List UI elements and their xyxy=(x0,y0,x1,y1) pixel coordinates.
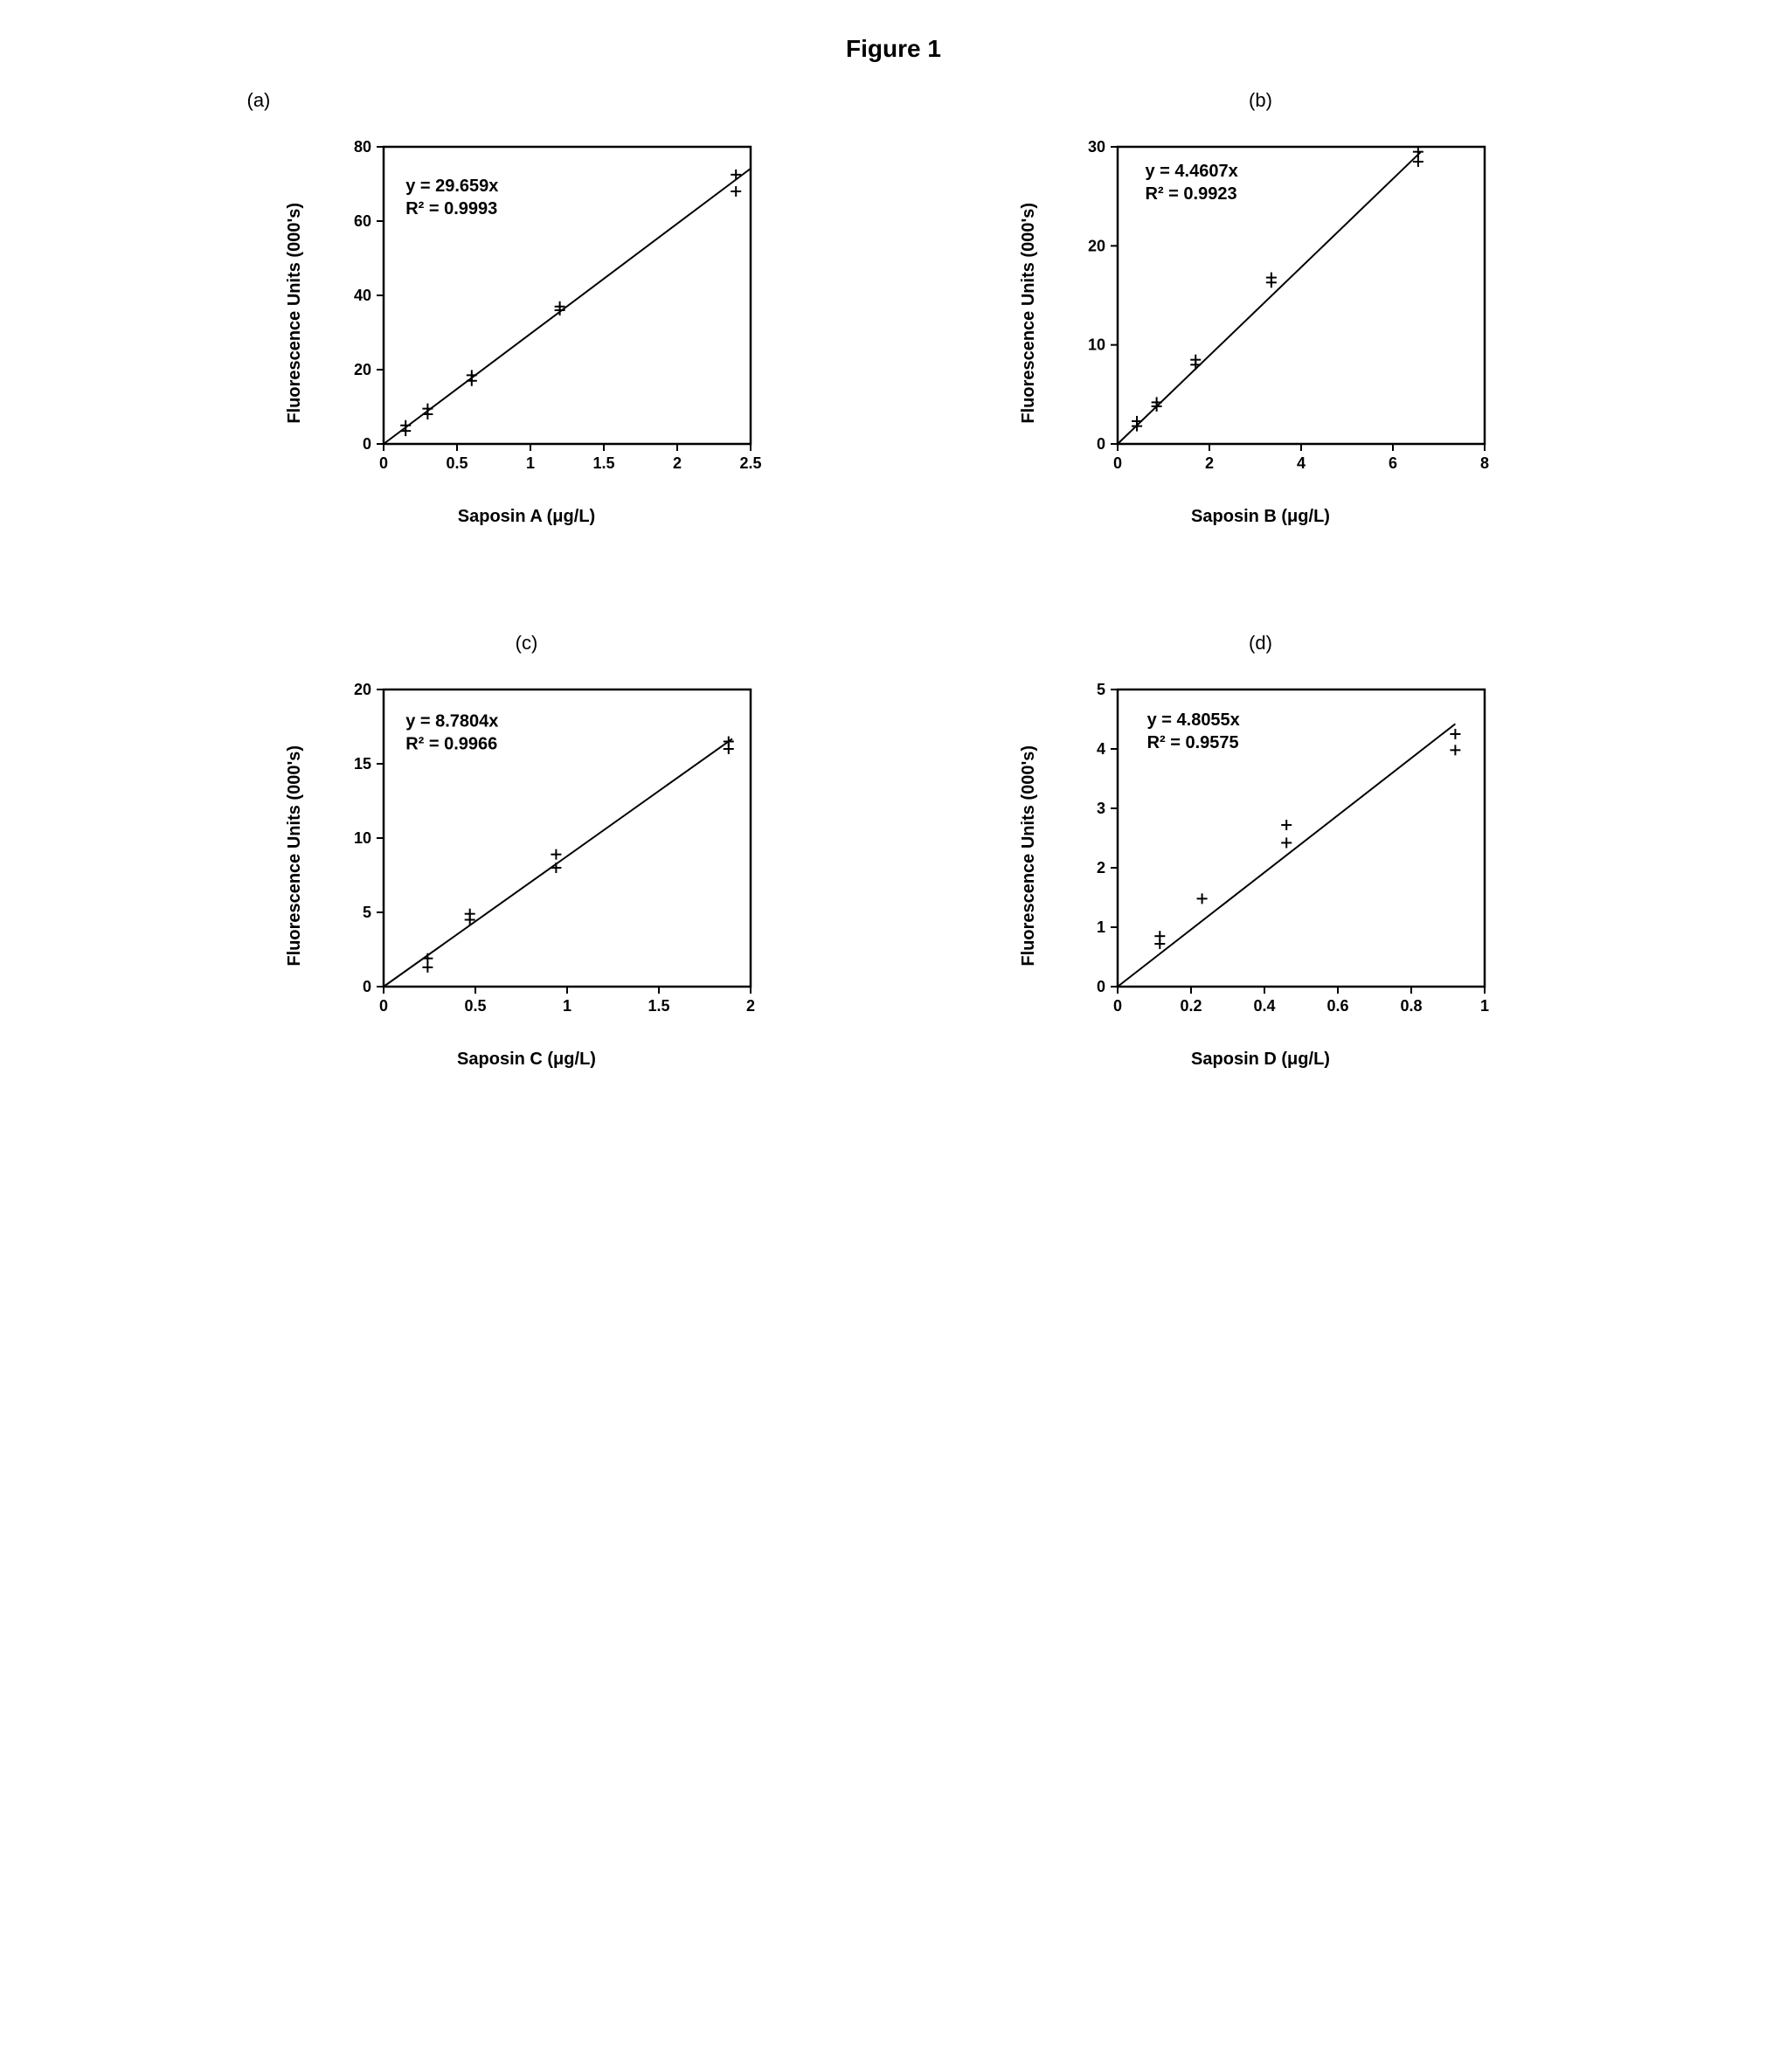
svg-text:5: 5 xyxy=(363,904,371,921)
panel-d-xlabel: Saposin D (μg/L) xyxy=(1191,1050,1330,1070)
panel-a-label: (a) xyxy=(247,89,271,112)
svg-text:y = 8.7804x: y = 8.7804x xyxy=(405,712,498,731)
panel-c-label: (c) xyxy=(516,632,538,655)
svg-text:10: 10 xyxy=(354,829,371,847)
svg-text:30: 30 xyxy=(1088,138,1105,156)
svg-text:1.5: 1.5 xyxy=(592,454,614,472)
svg-text:0: 0 xyxy=(1097,435,1105,453)
svg-text:1: 1 xyxy=(563,997,571,1015)
panel-b-label: (b) xyxy=(1249,89,1272,112)
svg-text:0.5: 0.5 xyxy=(446,454,468,472)
panel-d-svg: 0 0.2 0.4 0.6 0.8 1 0 1 2 3 4 5 y = 4.8055x R² = 0.95… xyxy=(1048,672,1502,1039)
svg-text:1: 1 xyxy=(1480,997,1489,1015)
svg-text:2: 2 xyxy=(673,454,682,472)
svg-text:y = 4.8055x: y = 4.8055x xyxy=(1147,710,1240,730)
svg-text:R² = 0.9575: R² = 0.9575 xyxy=(1147,733,1239,752)
svg-text:0: 0 xyxy=(1113,454,1122,472)
svg-text:0.5: 0.5 xyxy=(464,997,486,1015)
panel-d-ylabel: Fluorescence Units (000's) xyxy=(1019,745,1039,967)
panel-a-xlabel: Saposin A (μg/L) xyxy=(458,507,595,527)
svg-text:0: 0 xyxy=(363,978,371,995)
svg-text:20: 20 xyxy=(354,681,371,698)
panel-a-svg: 0 0.5 1 1.5 2 2.5 0 20 40 60 80 y = 29.659x R² = 0.9… xyxy=(314,129,768,496)
panel-c: (c) Fluorescence Units (000's) 0 0.5 1 1.5 2… xyxy=(195,632,859,1070)
svg-text:2: 2 xyxy=(1205,454,1214,472)
panel-d: (d) Fluorescence Units (000's) 0 0.2 0.4 0.… xyxy=(929,632,1593,1070)
svg-text:20: 20 xyxy=(354,361,371,378)
panel-b-xlabel: Saposin B (μg/L) xyxy=(1191,507,1330,527)
figure-title: Figure 1 xyxy=(35,35,1752,63)
chart-grid: (a) Fluorescence Units (000's) 0 0.5 1 1.5 2… xyxy=(195,89,1593,1070)
panel-a-ylabel: Fluorescence Units (000's) xyxy=(285,203,305,424)
panel-c-svg: 00.511.5205101520y = 8.7804xR² = 0.9966 xyxy=(314,672,768,1039)
panel-c-xlabel: Saposin C (μg/L) xyxy=(457,1050,596,1070)
svg-text:1: 1 xyxy=(1097,918,1105,936)
svg-text:20: 20 xyxy=(1088,237,1105,254)
svg-text:y = 4.4607x: y = 4.4607x xyxy=(1146,162,1238,181)
svg-text:0.6: 0.6 xyxy=(1326,997,1348,1015)
svg-text:0: 0 xyxy=(1097,978,1105,995)
svg-text:4: 4 xyxy=(1297,454,1306,472)
panel-c-ylabel: Fluorescence Units (000's) xyxy=(285,745,305,967)
svg-text:5: 5 xyxy=(1097,681,1105,698)
svg-text:15: 15 xyxy=(354,755,371,773)
panel-a: (a) Fluorescence Units (000's) 0 0.5 1 1.5 2… xyxy=(195,89,859,527)
svg-text:y = 29.659x: y = 29.659x xyxy=(405,177,498,196)
svg-text:0: 0 xyxy=(379,454,388,472)
panel-d-label: (d) xyxy=(1249,632,1272,655)
svg-text:R² = 0.9993: R² = 0.9993 xyxy=(405,199,497,218)
svg-text:40: 40 xyxy=(354,287,371,304)
svg-text:6: 6 xyxy=(1389,454,1397,472)
svg-text:R² = 0.9923: R² = 0.9923 xyxy=(1146,184,1237,204)
svg-text:8: 8 xyxy=(1480,454,1489,472)
svg-text:60: 60 xyxy=(354,212,371,230)
svg-text:1.5: 1.5 xyxy=(648,997,669,1015)
svg-text:4: 4 xyxy=(1097,740,1105,758)
svg-text:0.2: 0.2 xyxy=(1180,997,1202,1015)
svg-text:R² = 0.9966: R² = 0.9966 xyxy=(405,735,497,754)
svg-text:0.4: 0.4 xyxy=(1253,997,1275,1015)
svg-text:1: 1 xyxy=(526,454,535,472)
svg-text:0: 0 xyxy=(1113,997,1122,1015)
svg-text:2: 2 xyxy=(1097,859,1105,877)
panel-b: (b) Fluorescence Units (000's) 0 2 4 6 8 0 10 2… xyxy=(929,89,1593,527)
svg-text:3: 3 xyxy=(1097,800,1105,817)
panel-b-ylabel: Fluorescence Units (000's) xyxy=(1019,203,1039,424)
svg-text:0.8: 0.8 xyxy=(1400,997,1422,1015)
svg-text:0: 0 xyxy=(363,435,371,453)
svg-text:10: 10 xyxy=(1088,336,1105,354)
svg-text:80: 80 xyxy=(354,138,371,156)
svg-text:2.5: 2.5 xyxy=(739,454,761,472)
panel-b-svg: 0 2 4 6 8 0 10 20 30 y = 4.4607x R² = 0.9923 xyxy=(1048,129,1502,496)
svg-text:0: 0 xyxy=(379,997,388,1015)
svg-text:2: 2 xyxy=(746,997,755,1015)
